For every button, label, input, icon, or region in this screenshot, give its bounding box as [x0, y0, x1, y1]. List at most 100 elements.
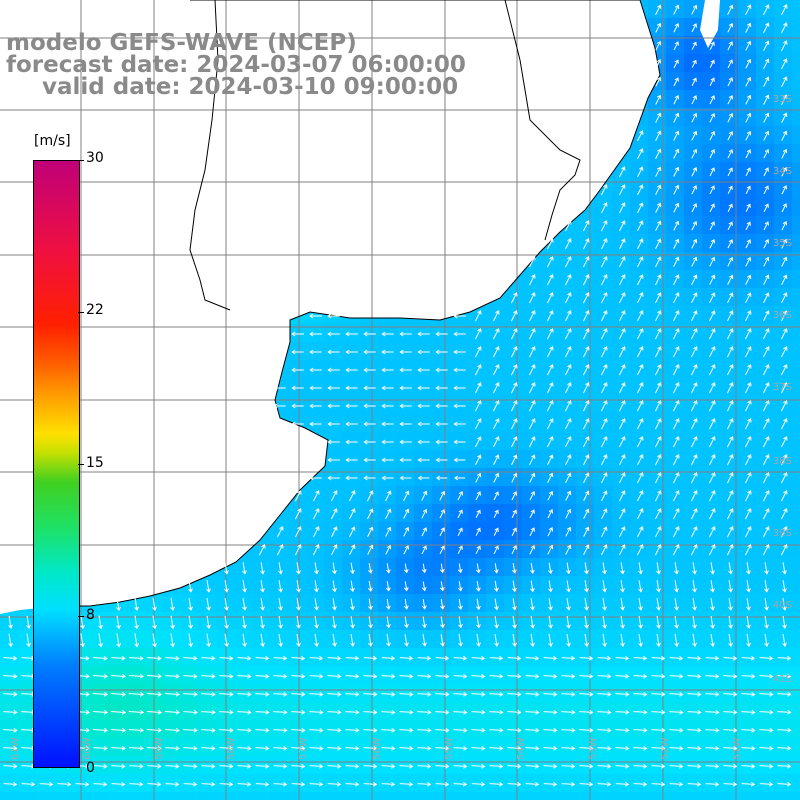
wind-arrow [255, 691, 270, 697]
wind-speed-cell [288, 792, 307, 800]
wind-arrow [672, 364, 680, 376]
wind-arrow [26, 633, 31, 648]
wind-speed-cell [306, 630, 325, 649]
wind-arrow [655, 238, 662, 249]
wind-speed-cell [252, 612, 271, 631]
wind-speed-cell [378, 432, 397, 451]
wind-arrow [206, 597, 211, 611]
wind-speed-cell [684, 450, 703, 469]
lon-label: 53W [588, 737, 599, 760]
wind-arrow [435, 727, 450, 733]
wind-speed-cell [702, 234, 721, 253]
wind-arrow [331, 526, 338, 538]
wind-speed-cell [324, 414, 343, 433]
wind-arrow [201, 781, 216, 787]
wind-speed-cell [774, 198, 793, 217]
wind-speed-cell [774, 630, 793, 649]
wind-speed-cell [342, 630, 361, 649]
wind-speed-cell [288, 504, 307, 523]
wind-arrow [201, 655, 216, 661]
wind-speed-cell [558, 432, 577, 451]
wind-arrow [546, 400, 554, 412]
wind-arrow [745, 256, 752, 267]
wind-arrow [723, 691, 738, 697]
wind-arrow [368, 598, 373, 611]
wind-speed-cell [630, 738, 649, 757]
wind-arrow [656, 562, 661, 575]
lat-label: 36S [773, 310, 792, 321]
wind-speed-cell [324, 648, 343, 667]
wind-speed-cell [342, 684, 361, 703]
wind-arrow [98, 615, 103, 630]
wind-arrow [709, 274, 716, 285]
wind-arrow [404, 634, 409, 647]
wind-speed-cell [450, 468, 469, 487]
wind-speed-cell [396, 540, 415, 559]
wind-arrow [561, 781, 576, 787]
wind-speed-cell [702, 108, 721, 127]
wind-speed-cell [522, 306, 541, 325]
wind-arrow [705, 727, 720, 733]
wind-speed-cell [576, 576, 595, 595]
wind-speed-cell [720, 360, 739, 379]
wind-speed-cell [792, 450, 800, 469]
wind-speed-cell [108, 684, 127, 703]
wind-arrow [457, 581, 463, 592]
wind-arrow [440, 616, 445, 629]
wind-arrow [294, 544, 302, 556]
wind-speed-cell [594, 666, 613, 685]
wind-arrow [476, 633, 481, 647]
wind-arrow [710, 598, 715, 611]
lon-label: 58W [226, 737, 237, 760]
wind-arrow [708, 454, 716, 466]
wind-arrow [385, 563, 391, 574]
wind-arrow [350, 633, 355, 647]
wind-arrow [597, 745, 612, 751]
wind-speed-cell [324, 396, 343, 415]
wind-arrow [525, 727, 540, 733]
wind-speed-cell [684, 108, 703, 127]
wind-arrow [723, 709, 738, 715]
wind-speed-cell [756, 144, 775, 163]
wind-arrow [93, 745, 108, 751]
wind-speed-cell [486, 720, 505, 739]
wind-arrow [507, 781, 522, 787]
wind-speed-cell [738, 360, 757, 379]
wind-speed-cell [468, 450, 487, 469]
wind-speed-cell [486, 504, 505, 523]
wind-arrow [399, 691, 414, 697]
wind-speed-cell [378, 360, 397, 379]
wind-speed-cell [540, 468, 559, 487]
wind-arrow [710, 633, 715, 647]
wind-speed-cell [540, 486, 559, 505]
wind-arrow [582, 346, 590, 358]
wind-speed-cell [702, 378, 721, 397]
wind-speed-cell [504, 342, 523, 361]
wind-speed-cell [792, 90, 800, 109]
wind-arrow [146, 691, 163, 697]
wind-speed-cell [432, 792, 451, 800]
wind-arrow [381, 403, 394, 409]
wind-speed-cell [702, 126, 721, 145]
wind-arrow [782, 580, 787, 593]
wind-speed-cell [414, 720, 433, 739]
wind-speed-cell [0, 648, 19, 667]
wind-speed-cell [756, 792, 775, 800]
wind-arrow [723, 763, 738, 769]
wind-speed-cell [648, 234, 667, 253]
wind-speed-cell [666, 504, 685, 523]
wind-arrow [147, 745, 162, 751]
wind-arrow [296, 633, 301, 647]
wind-speed-cell [270, 756, 289, 775]
wind-arrow [474, 310, 482, 322]
wind-arrow [618, 256, 626, 268]
wind-arrow [619, 490, 626, 502]
wind-arrow [600, 184, 608, 196]
wind-arrow [728, 580, 733, 593]
wind-speed-cell [792, 540, 800, 559]
wind-speed-cell [288, 396, 307, 415]
wind-speed-cell [396, 432, 415, 451]
wind-speed-cell [738, 0, 757, 19]
wind-arrow [278, 598, 283, 611]
wind-speed-cell [342, 324, 361, 343]
